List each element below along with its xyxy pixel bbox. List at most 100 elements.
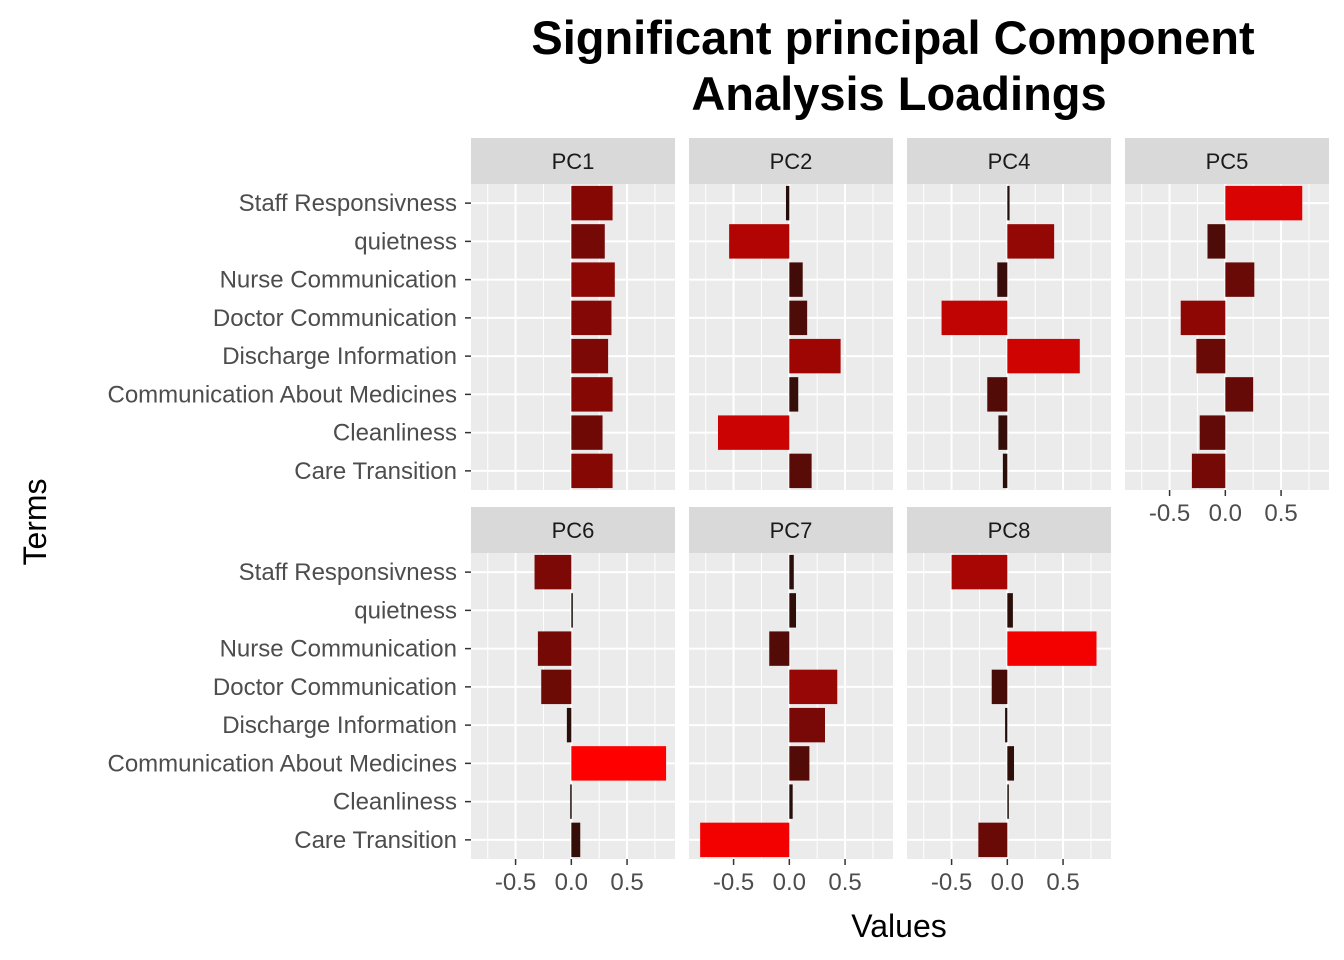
chart-title-line-2: Analysis Loadings [691, 67, 1106, 120]
bar-pc1 [571, 377, 613, 412]
facet-strip-label: PC1 [552, 149, 595, 174]
bar-pc4 [941, 300, 1008, 336]
bar-pc8 [978, 822, 1008, 858]
bar-pc4 [998, 415, 1008, 450]
bar-pc1 [571, 453, 613, 489]
x-tick-label: -0.5 [713, 869, 754, 896]
facet-panel-pc7: PC7 -0.5 0.0 0.5 [689, 507, 893, 896]
bar-pc5 [1180, 300, 1226, 336]
bar-pc8 [1007, 631, 1097, 666]
bar-pc5 [1191, 453, 1226, 489]
bar-pc2 [785, 185, 790, 221]
bar-pc2 [789, 338, 841, 374]
facet-panel-pc2: PC2 [689, 138, 893, 490]
bar-pc5 [1199, 415, 1226, 450]
bar-pc8 [991, 669, 1008, 705]
x-tick-label: 0.5 [1046, 869, 1079, 896]
x-tick-label: 0.0 [773, 869, 806, 896]
y-tick-label: Nurse Communication [220, 636, 457, 663]
facet-panel-pc5: PC5 -0.5 0.0 0.5 [1125, 138, 1329, 527]
bar-pc7 [700, 822, 790, 858]
bar-pc8 [1007, 593, 1013, 628]
bar-pc1 [571, 300, 612, 336]
y-tick-label: Care Transition [294, 827, 457, 854]
y-tick-label: quietness [354, 597, 457, 624]
panel-background [471, 553, 675, 859]
x-tick-label: 0.5 [610, 869, 643, 896]
facet-panel-pc4: PC4 [907, 138, 1111, 490]
bar-pc6 [570, 784, 572, 819]
bar-pc8 [1007, 746, 1015, 781]
facet-strip [1125, 138, 1329, 184]
x-axis-title: Values [851, 908, 946, 944]
facet-strip-label: PC6 [552, 518, 595, 543]
y-tick-label: Cleanliness [333, 789, 457, 816]
bar-pc1 [571, 224, 605, 259]
bar-pc5 [1225, 185, 1303, 221]
facet-panel-pc6: PC6 Staff Responsivness quietness Nurse Com… [107, 507, 675, 896]
bar-pc2 [789, 453, 812, 489]
y-axis-title: Terms [17, 478, 53, 565]
facet-panel-pc8: PC8 -0.5 0.0 0.5 [907, 507, 1111, 896]
y-tick-label: Nurse Communication [220, 267, 457, 294]
x-tick-label: 0.0 [555, 869, 588, 896]
bar-pc1 [571, 185, 613, 221]
facet-strip [689, 507, 893, 553]
y-tick-label: Doctor Communication [213, 305, 457, 332]
facet-strip-label: PC2 [770, 149, 813, 174]
bar-pc7 [789, 554, 794, 590]
facet-strip-label: PC8 [988, 518, 1031, 543]
bar-pc4 [1007, 185, 1010, 221]
bar-pc6 [534, 554, 572, 590]
bar-pc1 [571, 338, 609, 374]
x-tick-label: 0.5 [828, 869, 861, 896]
bar-pc2 [789, 300, 808, 336]
facet-strip [471, 138, 675, 184]
bar-pc4 [987, 377, 1008, 412]
facet-strip [907, 138, 1111, 184]
bar-pc4 [1007, 224, 1055, 259]
bar-pc7 [789, 669, 838, 705]
facet-panel-pc1: PC1 Staff Responsivness quietness Nurse Com… [107, 138, 675, 490]
bar-pc6 [566, 707, 572, 743]
y-tick-label: Staff Responsivness [239, 559, 457, 586]
y-tick-label: Staff Responsivness [239, 190, 457, 217]
x-tick-label: 0.5 [1264, 500, 1297, 527]
bar-pc4 [1002, 453, 1008, 489]
facet-strip-label: PC5 [1206, 149, 1249, 174]
bar-pc6 [571, 593, 573, 628]
bar-pc4 [997, 262, 1008, 297]
facet-strip [689, 138, 893, 184]
bar-pc2 [717, 415, 790, 450]
bar-pc7 [769, 631, 790, 666]
bar-pc6 [541, 669, 572, 705]
y-tick-label: Communication About Medicines [107, 381, 457, 408]
bar-pc1 [571, 415, 603, 450]
bar-pc6 [537, 631, 572, 666]
panels-layer: PC1 Staff Responsivness quietness Nurse Com… [107, 138, 1329, 896]
bar-pc7 [789, 593, 797, 628]
y-tick-label: Communication About Medicines [107, 750, 457, 777]
bar-pc5 [1225, 377, 1254, 412]
y-tick-label: quietness [354, 228, 457, 255]
bar-pc5 [1196, 338, 1226, 374]
bar-pc7 [789, 746, 810, 781]
bar-pc6 [571, 822, 581, 858]
facet-strip-label: PC4 [988, 149, 1031, 174]
y-tick-label: Discharge Information [222, 343, 457, 370]
x-tick-label: 0.0 [991, 869, 1024, 896]
bar-pc7 [789, 784, 793, 819]
bar-pc2 [789, 377, 799, 412]
y-tick-label: Discharge Information [222, 712, 457, 739]
x-tick-label: 0.0 [1209, 500, 1242, 527]
facet-strip-label: PC7 [770, 518, 813, 543]
panel-background [1125, 184, 1329, 490]
facet-strip [907, 507, 1111, 553]
bar-pc8 [1005, 707, 1008, 743]
x-tick-label: -0.5 [931, 869, 972, 896]
bar-pc8 [951, 554, 1008, 590]
bar-pc1 [571, 262, 615, 297]
bar-pc5 [1225, 262, 1255, 297]
bar-pc2 [729, 224, 790, 259]
